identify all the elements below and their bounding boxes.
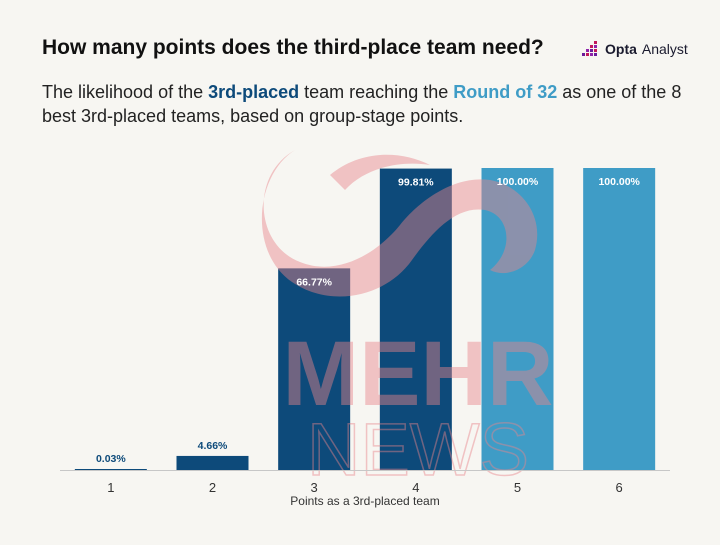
bar-3-points [278,268,351,470]
bar-6-points [583,168,656,470]
subtitle-highlight-round-of-32: Round of 32 [453,82,558,102]
bar-1-points [74,469,147,470]
data-label-6: 100.00% [598,176,640,188]
x-tick-label-6: 6 [616,480,623,495]
brand-name-light: Analyst [641,41,688,57]
opta-analyst-logo: Opta Analyst [582,41,688,57]
x-tick-label-1: 1 [107,480,114,495]
subtitle-mid: team reaching the [299,82,454,102]
bars-layer [74,168,656,471]
chart-subtitle: The likelihood of the 3rd-placed team re… [42,80,692,128]
data-label-2: 4.66% [198,440,228,452]
data-label-1: 0.03% [96,453,126,465]
bar-5-points [481,168,554,470]
x-tick-label-4: 4 [412,480,419,495]
opta-logo-icon [582,41,597,56]
subtitle-pre: The likelihood of the [42,82,209,102]
data-label-3: 66.77% [296,276,332,288]
x-tick-label-5: 5 [514,480,521,495]
x-tick-label-3: 3 [311,480,318,495]
subtitle-highlight-3rd-placed: 3rd-placed [208,82,300,102]
brand-name-strong: Opta [605,41,637,57]
bar-4-points [379,168,452,471]
x-tick-label-2: 2 [209,480,216,495]
subtitle-post: as one of the 8 best 3rd-placed teams, b… [42,82,682,126]
data-label-4: 99.81% [398,177,434,189]
bar-2-points [176,455,249,470]
chart-title: How many points does the third-place tea… [42,36,544,59]
labels-layer: 0.03% 1 4.66% 2 66.77% 3 99.81% 4 100.00% 5 100.00… [96,176,641,495]
x-axis-title: Points as a 3rd-placed team [290,494,439,508]
data-label-5: 100.00% [497,176,539,188]
